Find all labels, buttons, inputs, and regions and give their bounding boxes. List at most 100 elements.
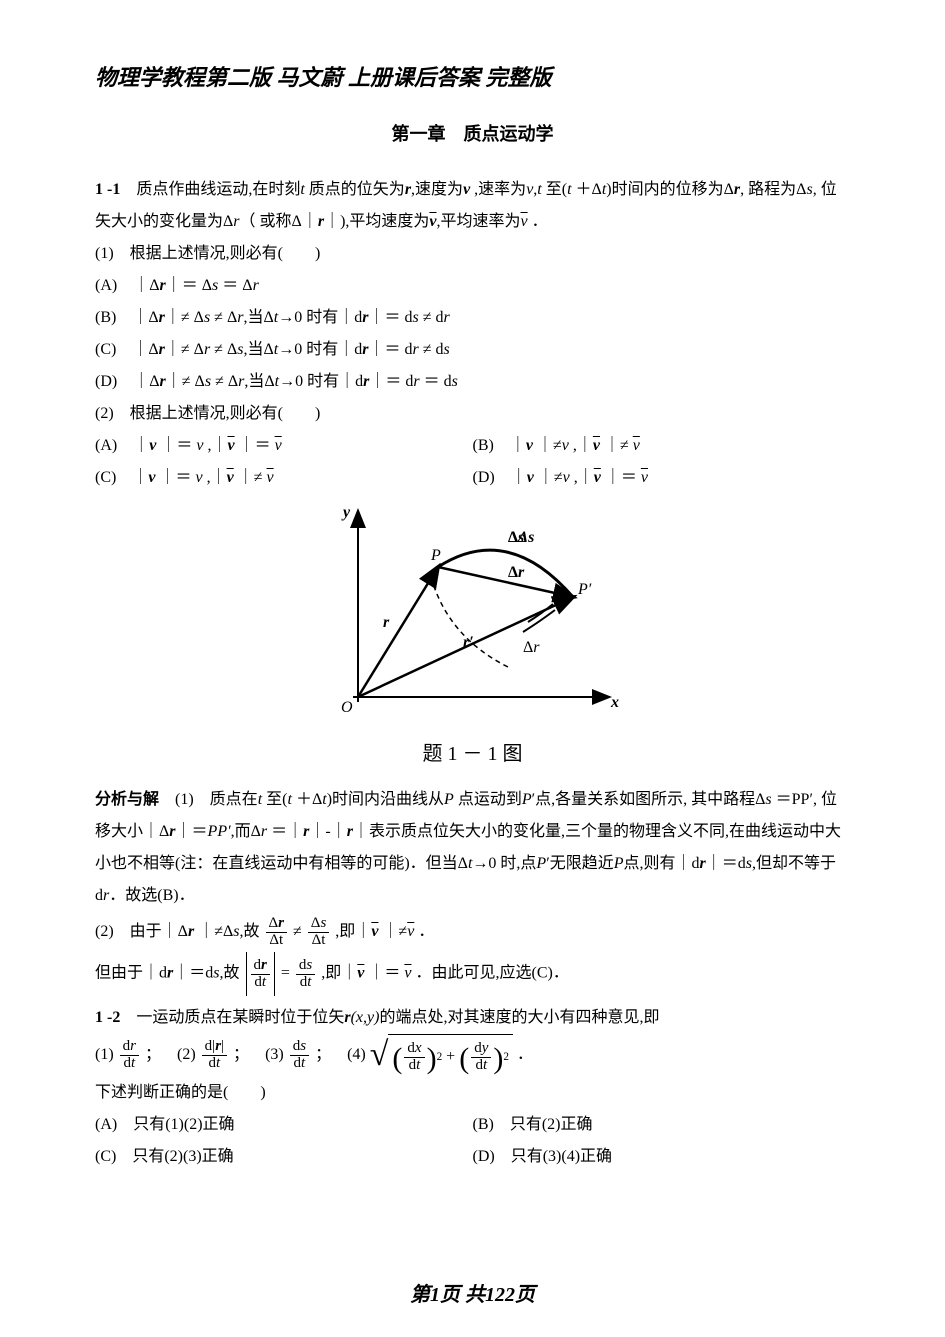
frac-dr-dt: ΔrΔt [266, 916, 288, 949]
rp-label: r′ [463, 634, 474, 651]
frac-ds: dsdt [290, 1039, 309, 1072]
xy: (x,y) [351, 1009, 380, 1026]
frac-dds: dsdt [296, 958, 315, 991]
q1-2-row2: (C) ｜v ｜＝ v ,｜v ｜≠ v (D) ｜v ｜≠v ,｜v ｜＝ v [95, 462, 850, 494]
t: →0 时,点 [472, 855, 536, 872]
q1-2-optC: (C) ｜v ｜＝ v ,｜v ｜≠ v [95, 462, 473, 494]
var-vbar-scalar: v [521, 213, 528, 230]
t: ｜≠ [600, 437, 633, 454]
t: ,当Δ [243, 341, 273, 358]
t: →0 时有｜d [278, 309, 362, 326]
t: (2) 由于｜Δ [95, 923, 188, 940]
semi: ； [145, 1046, 161, 1063]
frac-dabsr: d|r|dt [202, 1039, 227, 1072]
t: (1) 质点在 [159, 791, 258, 808]
opt-label: (D) ｜Δ [95, 373, 160, 390]
t: ｜＝ [235, 437, 275, 454]
q2-optC: (C) 只有(2)(3)正确 [95, 1141, 473, 1173]
t: ．故选(B)． [109, 887, 194, 904]
t: ｜≠ [378, 923, 407, 940]
q1-text: , 路程为Δ [740, 181, 806, 198]
var-v: v [562, 437, 569, 454]
t: ,｜ [203, 437, 227, 454]
q2-text: 的端点处,对其速度的大小有四种意见,即 [379, 1009, 659, 1026]
var-v: v [527, 469, 534, 486]
var-v: v [267, 469, 274, 486]
t: ,故 [240, 923, 260, 940]
q2-number: 1 -2 [95, 1009, 120, 1026]
t: ｜＝ Δ [166, 277, 212, 294]
t: ≠ Δ [210, 309, 237, 326]
t: 点运动到 [454, 791, 522, 808]
figure-caption: 题 1 － 1 图 [95, 737, 850, 766]
ds-label-fix: Δs [508, 529, 524, 546]
q2-options-eq: (1) drdt ； (2) d|r|dt ； (3) dsdt ； (4) √… [95, 1034, 850, 1077]
origin-label: O [341, 699, 353, 716]
t: ｜＝ d [369, 373, 413, 390]
opt2: (2) [177, 1046, 196, 1063]
var-v: v [227, 469, 234, 486]
t: ｜≠ [234, 469, 267, 486]
q2-opts-row2: (C) 只有(2)(3)正确 (D) 只有(3)(4)正确 [95, 1141, 850, 1173]
chapter-title: 第一章 质点运动学 [95, 120, 850, 146]
q1-text: )时间内的位移为Δ [606, 181, 734, 198]
t: (B) ｜ [473, 437, 526, 454]
t: ｜-｜ [309, 823, 346, 840]
var-r: r [444, 309, 450, 326]
var-v: v [275, 437, 282, 454]
var-vbar: v [429, 213, 436, 230]
doc-title: 物理学教程第二版 马文蔚 上册课后答案 完整版 [95, 60, 850, 92]
t: ,｜ [203, 469, 227, 486]
q2-optA: (A) 只有(1)(2)正确 [95, 1109, 473, 1141]
var-s: s [444, 341, 450, 358]
t: 至( [262, 791, 287, 808]
opt-label: (A) ｜Δ [95, 277, 160, 294]
q1-1-optB: (B) ｜Δr｜≠ Δs ≠ Δr,当Δt→0 时有｜dr｜＝ ds ≠ dr [95, 302, 850, 334]
var-v: v [526, 181, 533, 198]
sqrt-expr: √ (dxdt)2 + (dydt)2 [370, 1034, 513, 1077]
t: ｜＝ d [368, 341, 412, 358]
q1-block: 1 -1 质点作曲线运动,在时刻t 质点的位矢为r,速度为v ,速率为v,t 至… [95, 174, 850, 238]
q2-opts-row1: (A) 只有(1)(2)正确 (B) 只有(2)正确 [95, 1109, 850, 1141]
t: ＝ Δ [218, 277, 252, 294]
page-footer: 第1页 共122页 [0, 1278, 945, 1307]
q1-text: 至( [542, 181, 567, 198]
q1-text: ． [528, 213, 548, 230]
q1-text: ,速度为 [411, 181, 463, 198]
q1-1-optA: (A) ｜Δr｜＝ Δs ＝ Δr [95, 270, 850, 302]
var-s: s [452, 373, 458, 390]
t: 但由于｜d [95, 965, 167, 982]
figure-1-1: x y O ΔΔs Δs r P r′ P′ Δr Δr [95, 502, 850, 727]
q2-text: 一运动质点在某瞬时位于位矢 [120, 1009, 344, 1026]
t: ,｜ [569, 437, 593, 454]
analysis-p1: 分析与解 (1) 质点在t 至(t ＋Δt)时间内沿曲线从P 点运动到P′点,各… [95, 784, 850, 912]
q1-sub2: (2) 根据上述情况,则必有( ) [95, 398, 850, 430]
t: 点,则有｜d [624, 855, 700, 872]
P-label: P [430, 547, 441, 564]
page-total: 共122页 [465, 1284, 535, 1306]
t: ｜＝ [155, 469, 195, 486]
q1-text: ,平均速率为 [437, 213, 521, 230]
t: ｜≠ Δ [165, 309, 204, 326]
t: ｜≠Δ [194, 923, 233, 940]
t: ＝ d [420, 373, 452, 390]
q1-2-row1: (A) ｜v ｜＝ v ,｜v ｜＝ v (B) ｜v ｜≠v ,｜v ｜≠ v [95, 430, 850, 462]
var-P: P [536, 855, 546, 872]
var-r: r [253, 277, 259, 294]
t: ,故 [220, 965, 240, 982]
t: ≠ d [419, 341, 444, 358]
q2-block: 1 -2 一运动质点在某瞬时位于位矢r(x,y)的端点处,对其速度的大小有四种意… [95, 1002, 850, 1034]
var-P: P [444, 791, 454, 808]
t: ′无限趋近 [546, 855, 614, 872]
page-current: 第1页 [410, 1284, 460, 1306]
q1-text: 质点的位矢为 [305, 181, 405, 198]
q1-2-optB: (B) ｜v ｜≠v ,｜v ｜≠ v [473, 430, 851, 462]
t: ．由此可见,应选(C)． [411, 965, 568, 982]
var-v: v [526, 437, 533, 454]
q1-sub1: (1) 根据上述情况,则必有( ) [95, 238, 850, 270]
diagram-svg: x y O ΔΔs Δs r P r′ P′ Δr Δr [323, 502, 623, 722]
t: ｜＝ [176, 823, 208, 840]
semi: ； [315, 1046, 331, 1063]
t: ． [414, 923, 434, 940]
pp: PP′ [208, 823, 231, 840]
